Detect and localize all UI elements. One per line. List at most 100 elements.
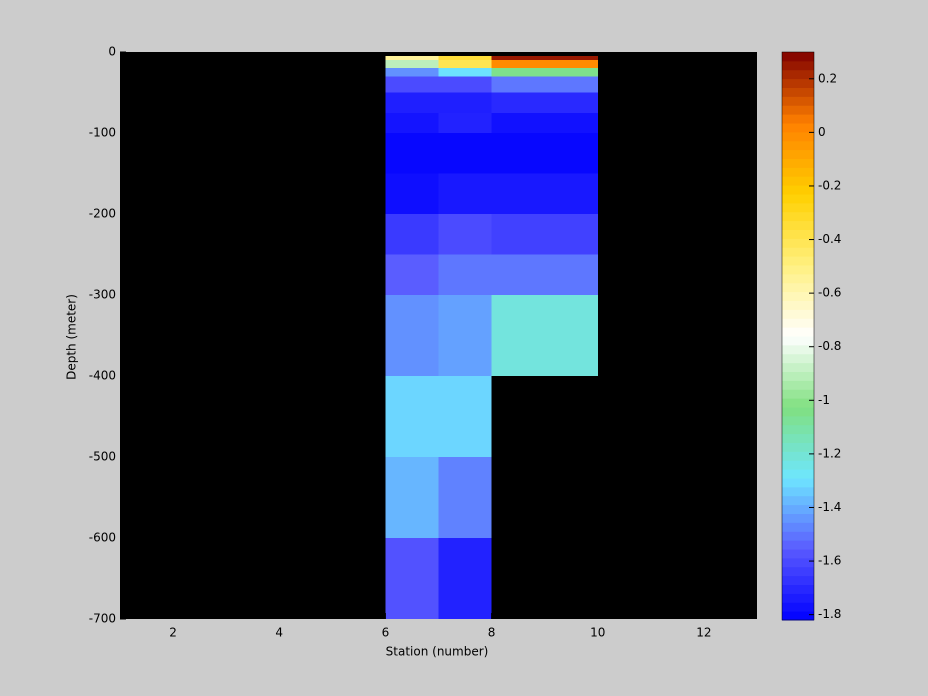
x-axis-label: Station (number) bbox=[386, 645, 489, 659]
y-tick-label: -300 bbox=[89, 288, 116, 302]
colorbar-swatch bbox=[782, 531, 814, 541]
colorbar-swatch bbox=[782, 140, 814, 151]
colorbar-tick-label: 0.2 bbox=[818, 71, 837, 85]
heatmap-cell bbox=[544, 76, 598, 93]
colorbar-swatch bbox=[782, 451, 814, 461]
colorbar-swatch bbox=[782, 256, 814, 266]
colorbar-swatch bbox=[782, 469, 814, 479]
y-tick-label: -100 bbox=[89, 126, 116, 140]
heatmap-cell bbox=[385, 457, 439, 538]
colorbar-swatch bbox=[782, 362, 814, 372]
heatmap-cell bbox=[438, 254, 492, 295]
colorbar-swatch bbox=[782, 398, 814, 408]
heatmap-cell bbox=[491, 68, 545, 77]
heatmap-cell bbox=[385, 173, 439, 214]
colorbar-swatch bbox=[782, 336, 814, 346]
x-tick-label: 4 bbox=[275, 626, 283, 640]
heatmap-cell bbox=[438, 112, 492, 133]
heatmap-cell bbox=[491, 173, 545, 214]
colorbar-swatch bbox=[782, 407, 814, 417]
heatmap-cell bbox=[544, 56, 598, 61]
colorbar-swatch bbox=[782, 194, 814, 204]
colorbar-swatch bbox=[782, 291, 814, 301]
heatmap-cell bbox=[385, 254, 439, 295]
colorbar-swatch bbox=[782, 540, 814, 550]
colorbar-swatch bbox=[782, 566, 814, 577]
heatmap-cell bbox=[438, 133, 492, 174]
colorbar-swatch bbox=[782, 380, 814, 390]
heatmap-cell bbox=[491, 92, 545, 113]
colorbar-tick-label: -1.6 bbox=[818, 554, 841, 568]
y-tick-label: -400 bbox=[89, 369, 116, 383]
colorbar-swatch bbox=[782, 424, 814, 435]
heatmap-cell bbox=[491, 112, 545, 133]
colorbar-tick-label: 0 bbox=[818, 125, 826, 139]
colorbar-swatch bbox=[782, 371, 814, 381]
colorbar-swatch bbox=[782, 495, 814, 506]
y-tick-label: -500 bbox=[89, 450, 116, 464]
colorbar-swatch bbox=[782, 176, 814, 186]
colorbar-tick-label: -0.2 bbox=[818, 178, 841, 192]
heatmap-cell bbox=[385, 376, 439, 457]
colorbar-swatch bbox=[782, 486, 814, 497]
colorbar-swatch bbox=[782, 52, 814, 62]
colorbar-swatch bbox=[782, 433, 814, 443]
heatmap-cell bbox=[491, 76, 545, 93]
colorbar-swatch bbox=[782, 504, 814, 514]
colorbar-swatch bbox=[782, 265, 814, 275]
colorbar-swatch bbox=[782, 478, 814, 488]
colorbar-frame bbox=[781, 51, 815, 621]
heatmap-cell bbox=[544, 214, 598, 255]
heatmap-cell bbox=[438, 68, 492, 77]
colorbar-tick-label: -0.8 bbox=[818, 339, 841, 353]
colorbar-swatch bbox=[782, 442, 814, 452]
y-tick-label: -700 bbox=[89, 612, 116, 626]
colorbar-swatch bbox=[782, 123, 814, 133]
colorbar-swatch bbox=[782, 300, 814, 310]
colorbar-swatch bbox=[782, 185, 814, 195]
heatmap-cell bbox=[544, 112, 598, 133]
colorbar-swatch bbox=[782, 549, 814, 559]
heatmap-cell bbox=[438, 173, 492, 214]
colorbar-tick-label: -1.8 bbox=[818, 607, 841, 621]
x-tick-label: 6 bbox=[382, 626, 390, 640]
colorbar-swatch bbox=[782, 60, 814, 71]
heatmap-cell bbox=[544, 92, 598, 113]
y-tick-label: -600 bbox=[89, 531, 116, 545]
heatmap-cell bbox=[438, 76, 492, 93]
heatmap-cell bbox=[385, 538, 439, 619]
heatmap-cell bbox=[491, 60, 545, 69]
colorbar-swatch bbox=[782, 114, 814, 124]
colorbar-swatch bbox=[782, 513, 814, 523]
colorbar-swatch bbox=[782, 229, 814, 239]
colorbar-swatch bbox=[782, 611, 814, 621]
colorbar-swatch bbox=[782, 602, 814, 612]
colorbar-swatch bbox=[782, 158, 814, 168]
x-tick-label: 2 bbox=[169, 626, 177, 640]
colorbar-swatch bbox=[782, 353, 814, 364]
colorbar-swatch bbox=[782, 309, 814, 319]
x-tick-label: 12 bbox=[696, 626, 711, 640]
colorbar-swatch bbox=[782, 247, 814, 257]
colorbar-swatch bbox=[782, 318, 814, 328]
colorbar-swatch bbox=[782, 282, 814, 293]
colorbar-swatch bbox=[782, 522, 814, 532]
heatmap-cell bbox=[544, 254, 598, 295]
heatmap-cell bbox=[385, 56, 439, 61]
colorbar-swatch bbox=[782, 273, 814, 284]
heatmap-cell bbox=[544, 68, 598, 77]
heatmap-cell bbox=[544, 295, 598, 376]
colorbar-swatch bbox=[782, 149, 814, 159]
heatmap-cell bbox=[385, 60, 439, 69]
colorbar-swatch bbox=[782, 131, 814, 142]
colorbar-swatch bbox=[782, 167, 814, 177]
colorbar-swatch bbox=[782, 220, 814, 230]
colorbar-swatch bbox=[782, 69, 814, 80]
heatmap-cell bbox=[438, 457, 492, 538]
heatmap-cell bbox=[491, 254, 545, 295]
y-axis-label: Depth (meter) bbox=[65, 294, 79, 380]
heatmap-cell bbox=[385, 112, 439, 133]
colorbar-swatch bbox=[782, 557, 814, 568]
heatmap-cell bbox=[491, 214, 545, 255]
